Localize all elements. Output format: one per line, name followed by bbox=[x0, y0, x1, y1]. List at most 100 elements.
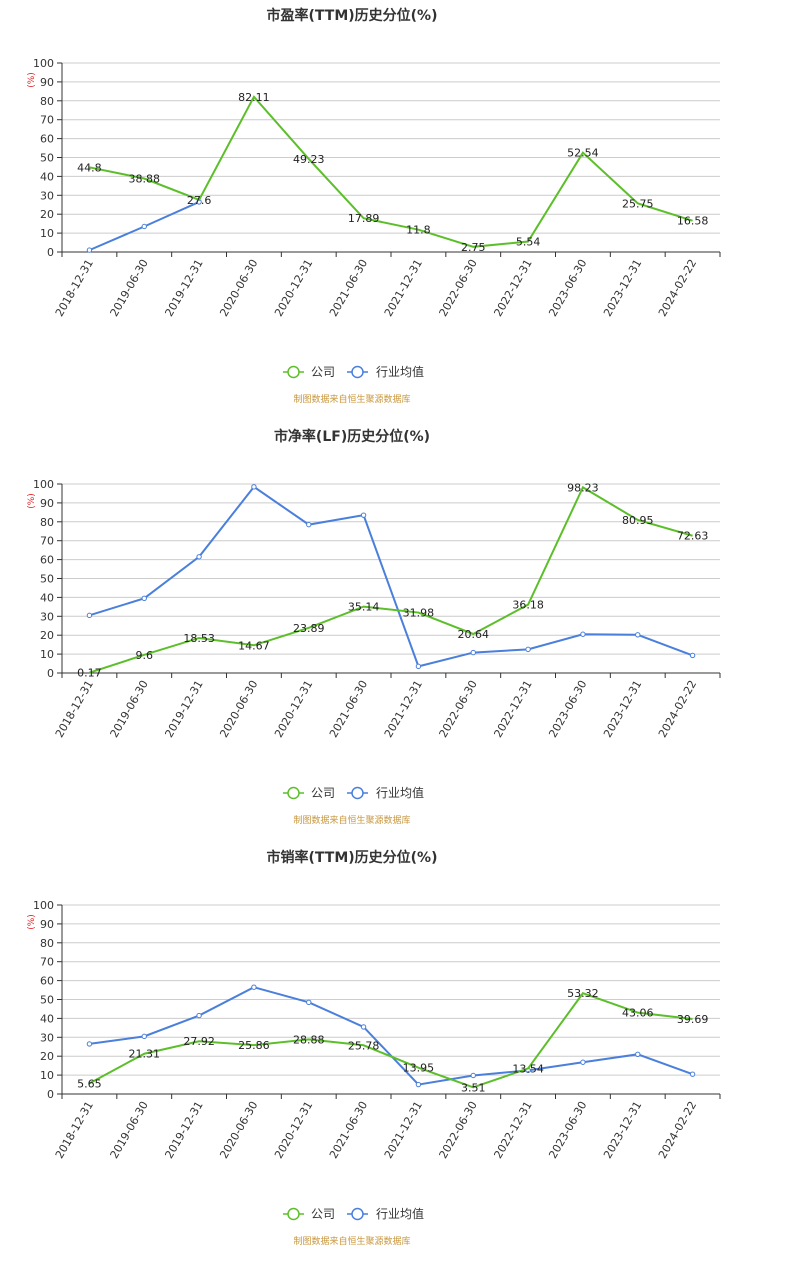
y-tick-label: 90 bbox=[40, 497, 54, 510]
x-tick-label: 2022-12-31 bbox=[491, 1099, 534, 1161]
y-tick-label: 70 bbox=[40, 535, 54, 548]
x-tick-label: 2022-06-30 bbox=[437, 1099, 480, 1161]
industry-series-line bbox=[89, 485, 693, 668]
x-tick-label: 2023-06-30 bbox=[546, 257, 589, 319]
legend-industry-label: 行业均值 bbox=[376, 1206, 424, 1221]
y-tick-label: 70 bbox=[40, 956, 54, 969]
y-tick-label: 20 bbox=[40, 1050, 54, 1063]
company-data-label: 5.54 bbox=[516, 236, 541, 249]
industry-data-point bbox=[251, 984, 257, 990]
x-tick-label: 2022-06-30 bbox=[437, 257, 480, 319]
legend-company-label: 公司 bbox=[311, 1207, 335, 1221]
legend-industry-label: 行业均值 bbox=[376, 364, 424, 379]
x-tick-label: 2019-12-31 bbox=[162, 1099, 205, 1161]
legend[interactable]: 公司 行业均值 bbox=[283, 364, 424, 379]
legend[interactable]: 公司 行业均值 bbox=[283, 1206, 424, 1221]
industry-data-point bbox=[306, 521, 312, 528]
y-tick-label: 60 bbox=[40, 554, 54, 567]
y-axis-unit: (%) bbox=[27, 72, 37, 88]
industry-data-point bbox=[635, 1051, 641, 1058]
y-tick-label: 40 bbox=[40, 1012, 54, 1025]
x-tick-label: 2018-12-31 bbox=[53, 678, 96, 740]
y-tick-label: 40 bbox=[40, 170, 54, 183]
y-tick-label: 30 bbox=[40, 189, 54, 202]
y-tick-label: 100 bbox=[33, 478, 54, 491]
y-tick-label: 10 bbox=[40, 227, 54, 240]
chart-panel-1: 市盈率(TTM)历史分位(%) (%) 0 10 20 30 40 50 60 70 80 90 100… bbox=[27, 7, 721, 405]
company-series-line bbox=[88, 992, 693, 1089]
source-note: 制图数据来自恒生聚源数据库 bbox=[293, 393, 410, 405]
company-series-line bbox=[89, 485, 693, 674]
company-data-label: 27.92 bbox=[183, 1035, 215, 1048]
x-tick-label: 2018-12-31 bbox=[53, 1099, 96, 1161]
company-data-label: 39.69 bbox=[677, 1013, 709, 1026]
company-data-label: 36.18 bbox=[512, 599, 544, 612]
industry-data-point bbox=[141, 595, 147, 602]
company-data-label: 53.32 bbox=[567, 987, 599, 1000]
legend-industry-marker bbox=[351, 1207, 364, 1221]
company-data-label: 28.88 bbox=[293, 1033, 325, 1046]
company-data-label: 72.63 bbox=[677, 530, 709, 543]
chart-panel-2: 市净率(LF)历史分位(%) (%) 0 10 20 30 40 50 60 70 80 90 100 2… bbox=[27, 428, 721, 826]
x-tick-label: 2023-12-31 bbox=[601, 257, 644, 319]
y-tick-label: 80 bbox=[40, 937, 54, 950]
x-tick-label: 2021-12-31 bbox=[382, 257, 425, 319]
y-tick-label: 20 bbox=[40, 629, 54, 642]
chart-title: 市净率(LF)历史分位(%) bbox=[274, 428, 430, 445]
x-tick-label: 2020-06-30 bbox=[217, 678, 260, 740]
y-tick-label: 40 bbox=[40, 591, 54, 604]
source-note: 制图数据来自恒生聚源数据库 bbox=[293, 1235, 410, 1247]
x-tick-label: 2022-12-31 bbox=[491, 678, 534, 740]
company-data-label: 49.23 bbox=[293, 153, 325, 166]
x-tick-label: 2022-12-31 bbox=[491, 257, 534, 319]
x-tick-label: 2019-06-30 bbox=[108, 1099, 151, 1161]
company-data-label: 20.64 bbox=[458, 628, 490, 641]
y-tick-label: 0 bbox=[47, 667, 54, 680]
x-tick-label: 2021-06-30 bbox=[327, 678, 370, 740]
company-data-label: 13.54 bbox=[512, 1062, 544, 1075]
legend-industry-marker bbox=[351, 786, 364, 800]
y-tick-label: 100 bbox=[33, 57, 54, 70]
x-tick-label: 2021-06-30 bbox=[327, 1099, 370, 1161]
x-tick-label: 2024-02-22 bbox=[656, 1099, 699, 1161]
y-tick-label: 0 bbox=[47, 1088, 54, 1101]
company-data-label: 80.95 bbox=[622, 514, 654, 527]
industry-data-point bbox=[470, 1072, 476, 1079]
source-note: 制图数据来自恒生聚源数据库 bbox=[293, 814, 410, 826]
y-tick-label: 50 bbox=[40, 573, 54, 586]
company-data-label: 11.8 bbox=[406, 224, 431, 237]
y-tick-label: 100 bbox=[33, 899, 54, 912]
y-tick-label: 30 bbox=[40, 610, 54, 623]
legend[interactable]: 公司 行业均值 bbox=[283, 785, 424, 800]
company-data-label: 2.75 bbox=[461, 241, 486, 254]
x-tick-label: 2021-06-30 bbox=[327, 257, 370, 319]
legend-company-label: 公司 bbox=[311, 786, 335, 800]
y-tick-label: 80 bbox=[40, 516, 54, 529]
company-data-label: 21.31 bbox=[129, 1048, 161, 1061]
company-data-label: 0.17 bbox=[77, 667, 102, 680]
x-tick-label: 2020-12-31 bbox=[272, 257, 315, 319]
x-tick-label: 2023-06-30 bbox=[546, 678, 589, 740]
industry-data-point bbox=[689, 1071, 696, 1077]
company-data-label: 38.88 bbox=[129, 173, 161, 186]
company-data-label: 5.65 bbox=[77, 1077, 102, 1090]
company-data-label: 52.54 bbox=[567, 147, 599, 160]
y-tick-label: 20 bbox=[40, 208, 54, 221]
legend-industry-label: 行业均值 bbox=[376, 785, 424, 800]
x-tick-label: 2021-12-31 bbox=[382, 1099, 425, 1161]
industry-data-point bbox=[86, 612, 93, 619]
y-tick-label: 50 bbox=[40, 994, 54, 1007]
company-data-label: 43.06 bbox=[622, 1007, 654, 1020]
y-tick-label: 10 bbox=[40, 648, 54, 661]
y-axis-unit: (%) bbox=[27, 493, 37, 509]
company-data-label: 23.89 bbox=[293, 622, 325, 635]
chart-title: 市盈率(TTM)历史分位(%) bbox=[267, 7, 438, 24]
y-tick-label: 50 bbox=[40, 152, 54, 165]
x-tick-label: 2023-12-31 bbox=[601, 1099, 644, 1161]
legend-company-marker bbox=[287, 365, 300, 379]
industry-data-point bbox=[251, 484, 257, 490]
y-tick-label: 70 bbox=[40, 114, 54, 127]
x-tick-label: 2019-06-30 bbox=[108, 257, 151, 319]
industry-data-point bbox=[141, 1033, 147, 1040]
x-tick-label: 2022-06-30 bbox=[437, 678, 480, 740]
